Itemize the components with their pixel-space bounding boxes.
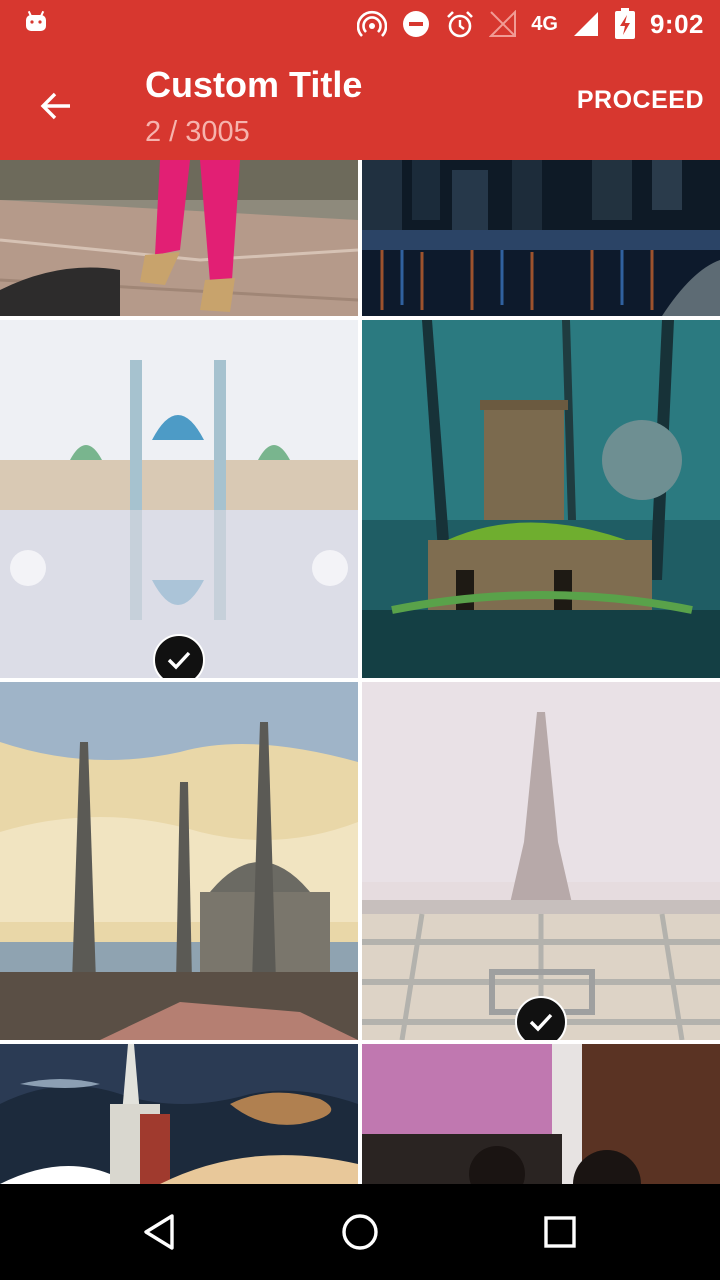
page-title: Custom Title [145, 64, 363, 105]
navigation-bar [0, 1184, 720, 1280]
arrow-back-icon [40, 92, 70, 120]
battery-charging-icon [614, 8, 635, 39]
checkmark-icon [167, 651, 191, 670]
nav-home-button[interactable] [336, 1208, 384, 1256]
selected-check-badge [153, 634, 205, 678]
photo-tile-eiffel-tower[interactable] [362, 682, 720, 1040]
photo-tile-mosque-reflection[interactable] [0, 320, 358, 678]
selection-count: 2 / 3005 [145, 116, 250, 148]
photo-castle-sky [0, 1044, 358, 1184]
photo-tile-people-room[interactable] [362, 1044, 720, 1184]
proceed-button[interactable]: PROCEED [576, 86, 704, 114]
do-not-disturb-icon [403, 11, 430, 37]
photo-tile-castle-sky[interactable] [0, 1044, 358, 1184]
status-bar: 4G 9:02 [0, 0, 720, 48]
photo-eiffel-tower [362, 682, 720, 1040]
recents-square-icon [544, 1216, 576, 1248]
photo-forest-tower [362, 320, 720, 678]
back-button[interactable] [24, 74, 88, 138]
photo-girl-feet [0, 160, 358, 316]
selected-check-badge [515, 996, 567, 1040]
nav-recents-button[interactable] [536, 1208, 584, 1256]
photo-people-room [362, 1044, 720, 1184]
signal-empty-icon [489, 10, 517, 37]
photo-tile-blue-mosque[interactable] [0, 682, 358, 1040]
network-type: 4G [531, 12, 558, 35]
hotspot-icon [357, 10, 388, 37]
photo-city-night-marina [362, 160, 720, 316]
photo-tile-forest-tower[interactable] [362, 320, 720, 678]
back-triangle-icon [144, 1214, 174, 1250]
signal-icon [573, 12, 598, 36]
photo-tile-city-night-marina[interactable] [362, 160, 720, 316]
home-circle-icon [342, 1214, 378, 1250]
photo-tile-girl-feet[interactable] [0, 160, 358, 316]
photo-grid [0, 160, 720, 1184]
clock: 9:02 [649, 8, 704, 39]
nav-back-button[interactable] [136, 1208, 184, 1256]
alarm-icon [447, 11, 474, 38]
android-icon [26, 10, 46, 31]
checkmark-icon [529, 1013, 553, 1032]
app-bar: Custom Title 2 / 3005 PROCEED [0, 48, 720, 160]
photo-blue-mosque [0, 682, 358, 1040]
photo-mosque-reflection [0, 320, 358, 678]
